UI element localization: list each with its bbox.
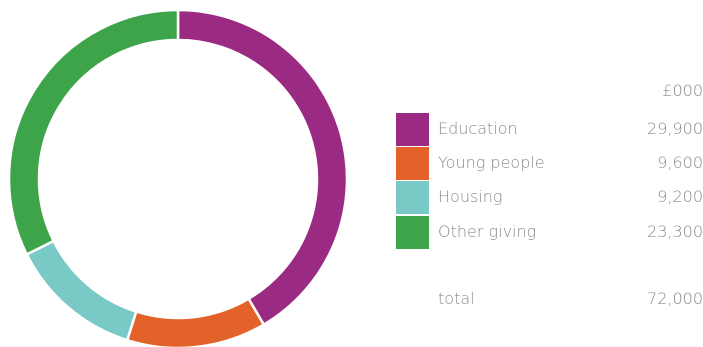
donut-slice-other-giving (7, 8, 180, 257)
donut-slice-education (176, 8, 349, 327)
total-label: total (438, 289, 475, 308)
legend-item-young-people: Young people 9,600 (396, 147, 703, 180)
donut-chart (7, 8, 349, 347)
legend-label-young-people: Young people (438, 153, 545, 172)
total-value: 72,000 (647, 289, 703, 308)
legend-value-young-people: 9,600 (657, 153, 703, 172)
unit-header: £000 (662, 81, 703, 100)
total-row: total 72,000 (396, 289, 703, 313)
donut-slice-young-people (125, 297, 266, 347)
legend-swatch-other-giving (396, 216, 429, 249)
legend-label-housing: Housing (438, 187, 503, 206)
legend: £000 Education 29,900 Young people 9,600… (396, 0, 703, 347)
legend-item-education: Education 29,900 (396, 113, 703, 146)
legend-label-other-giving: Other giving (438, 222, 537, 241)
legend-swatch-housing (396, 181, 429, 214)
legend-value-housing: 9,200 (657, 187, 703, 206)
legend-item-other-giving: Other giving 23,300 (396, 216, 703, 249)
legend-swatch-education (396, 113, 429, 146)
donut-slice-housing (25, 239, 138, 342)
legend-value-other-giving: 23,300 (647, 222, 703, 241)
legend-swatch-young-people (396, 147, 429, 180)
legend-value-education: 29,900 (647, 119, 703, 138)
legend-item-housing: Housing 9,200 (396, 181, 703, 214)
legend-label-education: Education (438, 119, 518, 138)
